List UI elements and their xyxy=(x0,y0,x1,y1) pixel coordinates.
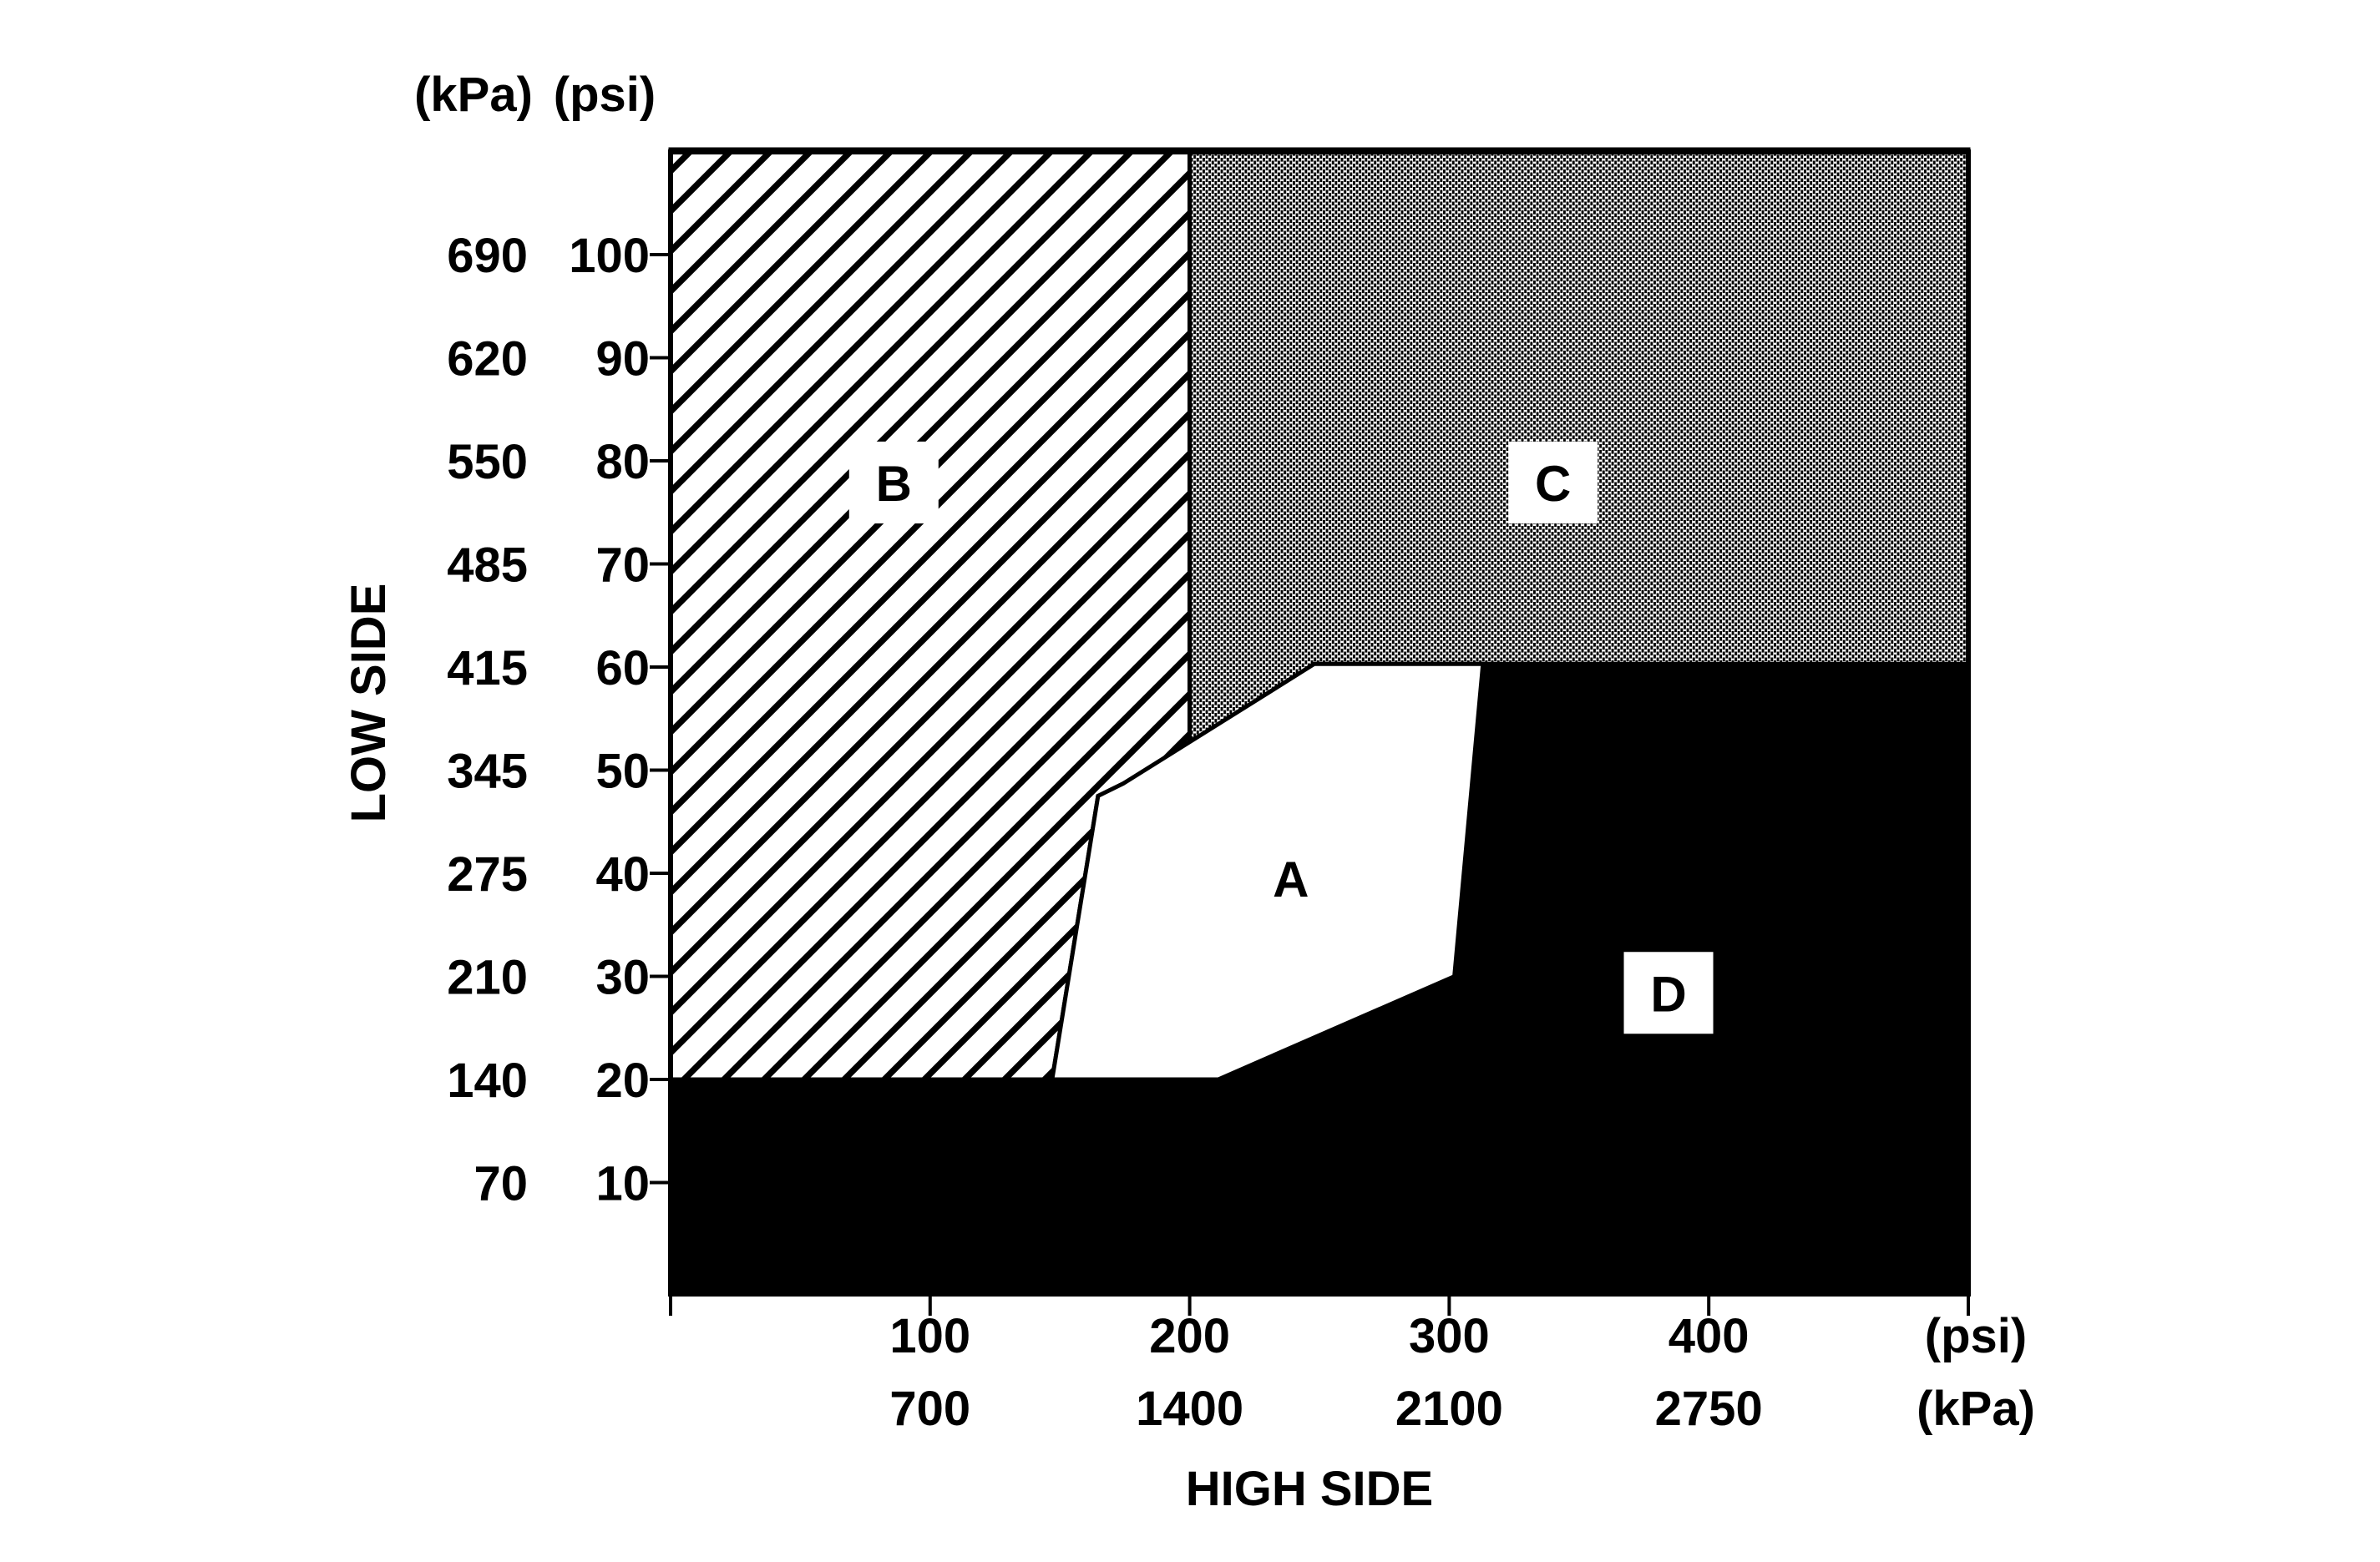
y-label-psi-10: 10 xyxy=(595,1157,650,1211)
region-letter-C: C xyxy=(1535,456,1571,512)
plot-border xyxy=(668,149,1971,1297)
y-label-psi-40: 40 xyxy=(595,847,650,902)
x-label-kpa-2100: 2100 xyxy=(1395,1382,1503,1436)
y-unit-kpa: (kPa) xyxy=(414,68,533,122)
y-label-psi-70: 70 xyxy=(595,538,650,593)
region-letter-B: B xyxy=(876,456,912,512)
y-label-kpa-485: 485 xyxy=(447,538,528,593)
y-label-kpa-140: 140 xyxy=(447,1054,528,1108)
y-label-kpa-550: 550 xyxy=(447,435,528,489)
y-label-psi-100: 100 xyxy=(569,229,650,283)
region-label-B: B xyxy=(848,441,939,523)
region-letter-D: D xyxy=(1650,966,1686,1022)
x-label-kpa-2750: 2750 xyxy=(1655,1382,1763,1436)
region-label-box-C xyxy=(1508,441,1598,523)
x-label-kpa-700: 700 xyxy=(889,1382,970,1436)
x-axis-title: HIGH SIDE xyxy=(1186,1462,1434,1516)
y-label-kpa-275: 275 xyxy=(447,847,528,902)
y-label-kpa-345: 345 xyxy=(447,745,528,799)
x-label-psi-300: 300 xyxy=(1409,1309,1490,1363)
y-label-psi-60: 60 xyxy=(595,641,650,695)
y-label-kpa-415: 415 xyxy=(447,641,528,695)
y-label-psi-30: 30 xyxy=(595,951,650,1005)
y-label-kpa-690: 690 xyxy=(447,229,528,283)
x-unit-kpa: (kPa) xyxy=(1917,1382,2035,1436)
y-axis-title: LOW SIDE xyxy=(342,584,396,823)
y-label-kpa-70: 70 xyxy=(473,1157,528,1211)
region-label-C: C xyxy=(1508,441,1598,523)
regions: D B C A xyxy=(668,147,1971,1294)
region-label-A: A xyxy=(1273,852,1309,907)
y-axis: 690 100 620 90 550 80 485 70 415 60 345 50 275 40 210 3… xyxy=(414,68,671,1211)
region-label-D: D xyxy=(1623,952,1714,1034)
region-label-box-D xyxy=(1623,952,1714,1034)
y-label-psi-20: 20 xyxy=(595,1054,650,1108)
y-label-psi-80: 80 xyxy=(595,435,650,489)
x-label-psi-400: 400 xyxy=(1669,1309,1750,1363)
x-label-psi-100: 100 xyxy=(889,1309,970,1363)
x-unit-psi: (psi) xyxy=(1925,1309,2027,1363)
x-label-psi-200: 200 xyxy=(1149,1309,1230,1363)
y-label-psi-50: 50 xyxy=(595,745,650,799)
region-A xyxy=(1049,661,1486,1082)
y-label-kpa-620: 620 xyxy=(447,332,528,387)
y-unit-psi: (psi) xyxy=(554,68,656,122)
x-axis: 100 700 200 1400 300 2100 400 2750 (psi) (kPa) xyxy=(669,1294,2035,1436)
y-label-psi-90: 90 xyxy=(595,332,650,387)
x-label-kpa-1400: 1400 xyxy=(1136,1382,1243,1436)
region-A-area xyxy=(1049,661,1486,1082)
region-letter-A: A xyxy=(1273,852,1309,907)
region-label-box-B xyxy=(848,441,939,523)
y-label-kpa-210: 210 xyxy=(447,951,528,1005)
